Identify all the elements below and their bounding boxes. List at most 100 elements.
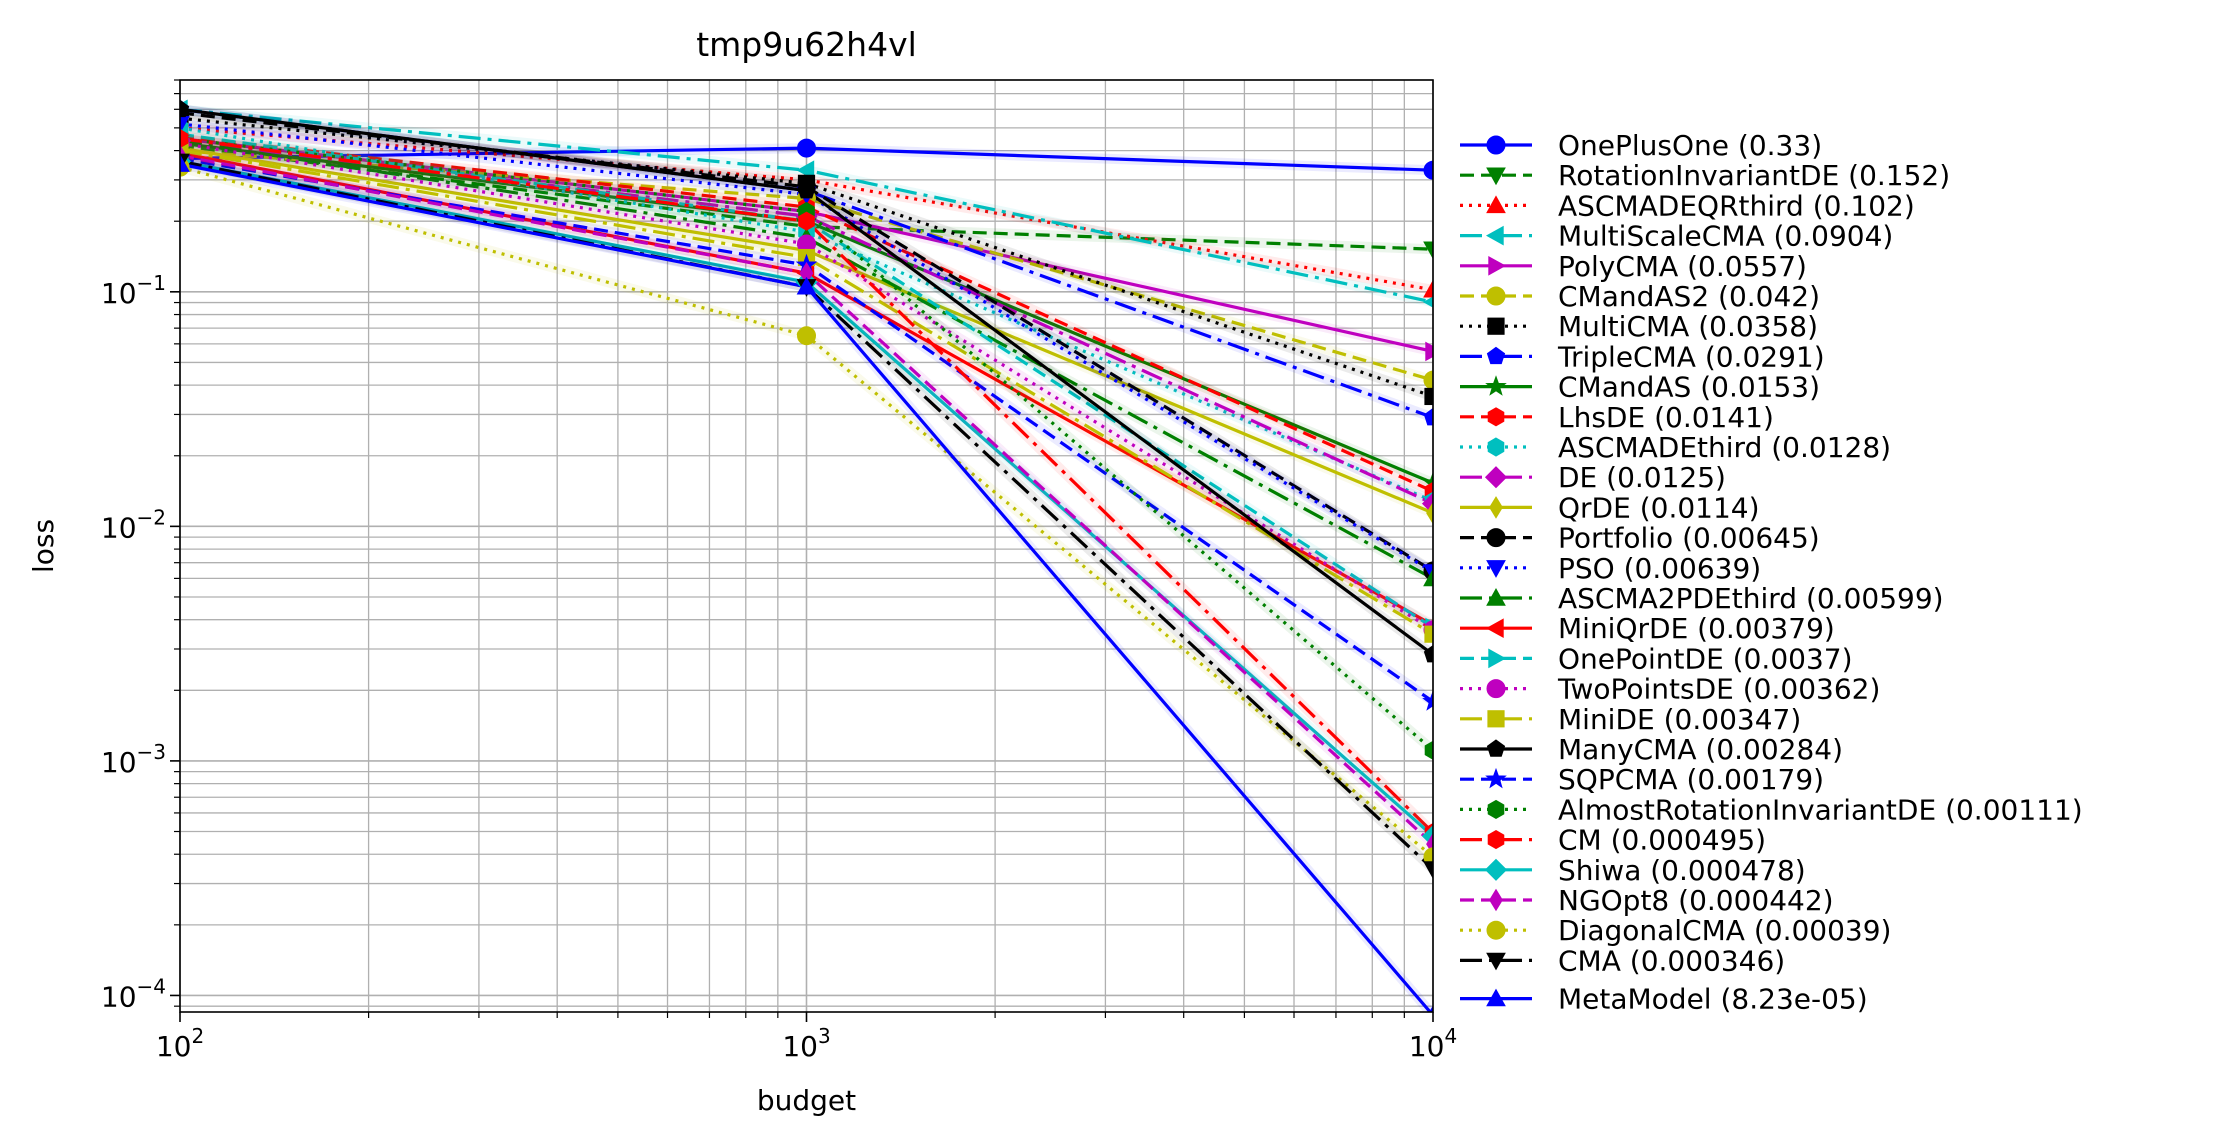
data-point bbox=[1423, 407, 1433, 426]
legend-label: MiniQrDE (0.00379) bbox=[1558, 612, 1835, 645]
legend-marker bbox=[1487, 317, 1505, 335]
y-tick-label: 10−1 bbox=[101, 271, 166, 310]
legend-entry: OnePlusOne (0.33) bbox=[1460, 129, 1822, 162]
legend-entry: ASCMADEthird (0.0128) bbox=[1460, 431, 1891, 464]
data-point bbox=[1423, 370, 1433, 390]
series-line bbox=[180, 126, 1433, 503]
data-point bbox=[1424, 740, 1433, 760]
series-line bbox=[180, 126, 1433, 292]
legend-label: ASCMA2PDEthird (0.00599) bbox=[1558, 582, 1944, 615]
legend-marker bbox=[1484, 858, 1508, 881]
legend-marker bbox=[1486, 679, 1506, 699]
data-point bbox=[180, 116, 190, 134]
legend-entry: Portfolio (0.00645) bbox=[1460, 522, 1820, 555]
legend-entry: MultiScaleCMA (0.0904) bbox=[1460, 220, 1893, 253]
legend-marker bbox=[1486, 587, 1506, 606]
x-tick-label: 104 bbox=[1409, 1024, 1457, 1063]
data-point bbox=[1423, 564, 1433, 583]
legend-entry: MultiCMA (0.0358) bbox=[1460, 310, 1818, 343]
legend-marker bbox=[1486, 286, 1506, 306]
legend-marker bbox=[1484, 466, 1508, 489]
legend-marker bbox=[1487, 407, 1505, 427]
y-tick-label: 10−4 bbox=[101, 974, 166, 1013]
data-point bbox=[1423, 568, 1433, 587]
data-point bbox=[1425, 341, 1433, 362]
chart-title: tmp9u62h4vl bbox=[696, 25, 917, 64]
legend-entry: DE (0.0125) bbox=[1460, 461, 1726, 494]
series-line bbox=[180, 139, 1433, 581]
x-tick-label: 102 bbox=[156, 1024, 204, 1063]
legend-label: MultiScaleCMA (0.0904) bbox=[1558, 220, 1893, 253]
legend-label: CMandAS (0.0153) bbox=[1558, 371, 1820, 404]
legend-label: OnePointDE (0.0037) bbox=[1558, 642, 1853, 675]
data-point bbox=[1424, 625, 1433, 643]
legend-label: ManyCMA (0.00284) bbox=[1558, 733, 1843, 766]
legend-marker bbox=[1487, 710, 1505, 728]
legend-entry: TripleCMA (0.0291) bbox=[1460, 340, 1825, 373]
legend-entry: ASCMADEQRthird (0.102) bbox=[1460, 189, 1915, 222]
legend-entry: TwoPointsDE (0.00362) bbox=[1460, 673, 1880, 706]
legend-marker bbox=[1489, 888, 1503, 912]
legend-marker bbox=[1485, 767, 1507, 789]
legend-entry: PSO (0.00639) bbox=[1460, 552, 1761, 585]
legend-entry: Shiwa (0.000478) bbox=[1460, 854, 1806, 887]
legend-label: QrDE (0.0114) bbox=[1558, 491, 1760, 524]
legend-entry: MiniDE (0.00347) bbox=[1460, 703, 1801, 736]
axis-ticks bbox=[170, 79, 1434, 1022]
legend-entry: CMandAS (0.0153) bbox=[1460, 371, 1820, 404]
y-tick-label: 10−2 bbox=[101, 505, 166, 544]
y-tick-label: 10−3 bbox=[101, 740, 166, 779]
x-tick-label: 103 bbox=[782, 1024, 830, 1063]
legend-entry: CM (0.000495) bbox=[1460, 824, 1766, 857]
legend-marker bbox=[1486, 167, 1506, 186]
x-axis-label: budget bbox=[757, 1084, 856, 1117]
legend-marker bbox=[1488, 648, 1507, 669]
legend-label: DE (0.0125) bbox=[1558, 461, 1726, 494]
legend-marker bbox=[1486, 920, 1506, 940]
legend-marker bbox=[1488, 255, 1507, 276]
data-point bbox=[180, 99, 190, 118]
legend: OnePlusOne (0.33)RotationInvariantDE (0.… bbox=[1460, 129, 2083, 1016]
legend-label: AlmostRotationInvariantDE (0.00111) bbox=[1558, 793, 2083, 826]
data-point bbox=[1423, 279, 1433, 298]
legend-entry: QrDE (0.0114) bbox=[1460, 491, 1760, 524]
tick-labels: 102 103 104 10−1 10−2 10−3 10−4 bbox=[101, 271, 1457, 1063]
legend-label: CMandAS2 (0.042) bbox=[1558, 280, 1820, 313]
legend-entry: NGOpt8 (0.000442) bbox=[1460, 884, 1834, 917]
series-line bbox=[180, 159, 1433, 871]
legend-label: ASCMADEthird (0.0128) bbox=[1558, 431, 1891, 464]
legend-marker bbox=[1486, 135, 1506, 155]
series-lines bbox=[180, 104, 1433, 1012]
legend-label: PSO (0.00639) bbox=[1558, 552, 1761, 585]
legend-entry: ManyCMA (0.00284) bbox=[1460, 733, 1843, 766]
y-axis-label: loss bbox=[27, 519, 60, 573]
legend-entry: MetaModel (8.23e-05) bbox=[1460, 983, 1868, 1016]
legend-label: NGOpt8 (0.000442) bbox=[1558, 884, 1834, 917]
legend-label: PolyCMA (0.0557) bbox=[1558, 250, 1807, 283]
legend-label: LhsDE (0.0141) bbox=[1558, 401, 1774, 434]
legend-entry: CMA (0.000346) bbox=[1460, 944, 1785, 977]
legend-marker bbox=[1486, 952, 1506, 971]
legend-entry: ASCMA2PDEthird (0.00599) bbox=[1460, 582, 1944, 615]
legend-label: MetaModel (8.23e-05) bbox=[1558, 983, 1868, 1016]
legend-marker bbox=[1487, 799, 1505, 819]
legend-label: CM (0.000495) bbox=[1558, 824, 1766, 857]
legend-entry: MiniQrDE (0.00379) bbox=[1460, 612, 1835, 645]
legend-entry: PolyCMA (0.0557) bbox=[1460, 250, 1807, 283]
data-point bbox=[797, 138, 816, 158]
legend-label: OnePlusOne (0.33) bbox=[1558, 129, 1822, 162]
legend-marker bbox=[1486, 346, 1506, 365]
series-line bbox=[180, 116, 1433, 398]
legend-label: Portfolio (0.00645) bbox=[1558, 522, 1820, 555]
data-point bbox=[180, 142, 189, 160]
legend-entry: DiagonalCMA (0.00039) bbox=[1460, 914, 1891, 947]
legend-label: DiagonalCMA (0.00039) bbox=[1558, 914, 1891, 947]
legend-marker bbox=[1489, 496, 1503, 519]
legend-marker bbox=[1485, 225, 1504, 246]
legend-label: Shiwa (0.000478) bbox=[1558, 854, 1806, 887]
series-markers bbox=[180, 99, 1433, 1012]
legend-marker bbox=[1485, 375, 1507, 396]
data-point bbox=[796, 160, 815, 181]
legend-marker bbox=[1486, 739, 1506, 757]
